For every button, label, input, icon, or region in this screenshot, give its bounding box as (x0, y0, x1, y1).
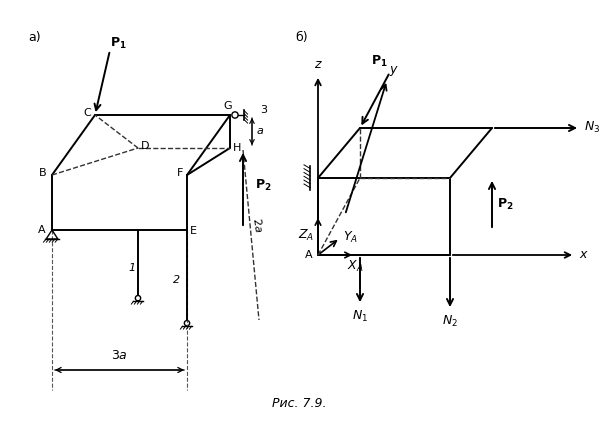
Text: $Y_A$: $Y_A$ (343, 230, 358, 245)
Text: Рис. 7.9.: Рис. 7.9. (272, 397, 326, 410)
Text: $\mathbf{P_1}$: $\mathbf{P_1}$ (371, 54, 388, 69)
Text: 3: 3 (260, 105, 267, 115)
Text: $N_2$: $N_2$ (442, 314, 458, 329)
Text: G: G (223, 101, 232, 111)
Text: $\mathbf{P_2}$: $\mathbf{P_2}$ (255, 178, 272, 193)
Text: 2: 2 (173, 275, 180, 285)
Text: E: E (190, 226, 197, 236)
Text: а): а) (28, 32, 41, 44)
Text: C: C (83, 108, 91, 118)
Text: б): б) (295, 32, 308, 44)
Text: $a$: $a$ (256, 127, 264, 136)
Text: $z$: $z$ (314, 58, 322, 71)
Text: $y$: $y$ (389, 64, 399, 78)
Text: H: H (233, 143, 241, 153)
Text: $2a$: $2a$ (251, 217, 265, 233)
Text: $Z_A$: $Z_A$ (298, 227, 314, 242)
Text: B: B (40, 168, 47, 178)
Text: $\mathbf{P_1}$: $\mathbf{P_1}$ (110, 35, 127, 51)
Text: $X_A$: $X_A$ (347, 259, 363, 274)
Text: $N_3$: $N_3$ (584, 119, 599, 135)
Text: 1: 1 (128, 263, 135, 273)
Text: A: A (38, 225, 46, 235)
Text: $x$: $x$ (579, 248, 589, 262)
Text: $3a$: $3a$ (111, 349, 128, 362)
Text: $\mathbf{P_2}$: $\mathbf{P_2}$ (497, 196, 514, 212)
Text: A: A (305, 250, 313, 260)
Text: $N_1$: $N_1$ (352, 309, 368, 324)
Text: D: D (141, 141, 150, 151)
Text: F: F (177, 168, 183, 178)
